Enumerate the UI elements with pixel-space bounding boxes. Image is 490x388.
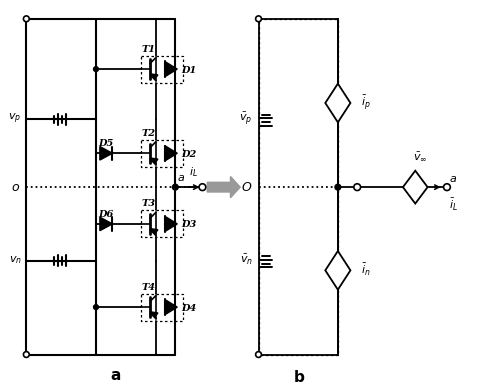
Text: D2: D2: [181, 150, 196, 159]
Text: $\bar{i}_n$: $\bar{i}_n$: [361, 262, 370, 278]
Text: $\bar{v}_p$: $\bar{v}_p$: [240, 110, 253, 127]
Text: T1: T1: [141, 45, 155, 54]
Polygon shape: [151, 74, 158, 79]
Circle shape: [335, 184, 341, 190]
Polygon shape: [403, 171, 428, 204]
Text: $a$: $a$: [449, 174, 457, 184]
Text: D1: D1: [181, 66, 196, 74]
Polygon shape: [207, 177, 240, 198]
Circle shape: [94, 305, 98, 310]
Text: D6: D6: [98, 210, 113, 219]
Polygon shape: [165, 300, 177, 315]
Text: $v_n$: $v_n$: [8, 254, 22, 266]
Polygon shape: [325, 84, 350, 122]
Circle shape: [256, 16, 262, 22]
Circle shape: [199, 184, 206, 191]
Text: +: +: [408, 183, 416, 193]
Text: $v_p$: $v_p$: [8, 111, 22, 126]
Text: $o$: $o$: [11, 181, 21, 194]
Text: $\mathbf{a}$: $\mathbf{a}$: [110, 369, 121, 383]
Polygon shape: [151, 229, 158, 234]
Text: $\bar{v}_n$: $\bar{v}_n$: [240, 253, 253, 267]
Text: D3: D3: [181, 220, 196, 229]
Text: D4: D4: [181, 303, 196, 313]
Circle shape: [172, 184, 178, 190]
Text: D5: D5: [98, 139, 113, 148]
Polygon shape: [151, 312, 158, 317]
Text: $\mathbf{b}$: $\mathbf{b}$: [293, 369, 305, 385]
Circle shape: [94, 67, 98, 71]
Circle shape: [256, 352, 262, 357]
Circle shape: [24, 16, 29, 22]
Text: T4: T4: [141, 282, 155, 292]
Text: T3: T3: [141, 199, 155, 208]
Polygon shape: [100, 147, 112, 160]
Polygon shape: [325, 251, 350, 290]
Polygon shape: [151, 158, 158, 163]
Circle shape: [24, 352, 29, 357]
Circle shape: [443, 184, 450, 191]
Polygon shape: [100, 217, 112, 231]
Text: $a$: $a$: [177, 173, 185, 184]
Text: $\bar{v}_{\infty}$: $\bar{v}_{\infty}$: [413, 151, 427, 163]
Polygon shape: [165, 216, 177, 232]
Polygon shape: [165, 61, 177, 77]
Text: $O$: $O$: [242, 181, 253, 194]
Text: $\bar{i}_p$: $\bar{i}_p$: [361, 94, 371, 112]
Circle shape: [354, 184, 361, 191]
Polygon shape: [165, 146, 177, 161]
Text: $\bar{i}_L$: $\bar{i}_L$: [449, 197, 458, 213]
Text: T2: T2: [141, 129, 155, 138]
Text: $i_L$: $i_L$: [189, 166, 198, 179]
